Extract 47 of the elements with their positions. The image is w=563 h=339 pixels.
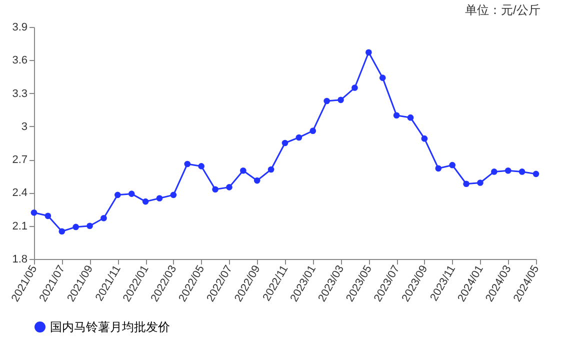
y-tick-label: 3.9 <box>12 22 28 34</box>
point <box>324 98 330 104</box>
point <box>296 134 302 141</box>
point <box>463 180 470 188</box>
point <box>142 198 149 205</box>
y-tick-label: 3.3 <box>12 88 28 100</box>
point <box>44 212 52 220</box>
point <box>504 167 512 174</box>
point <box>532 170 540 178</box>
point <box>170 192 177 198</box>
point <box>366 49 372 56</box>
point <box>268 166 274 173</box>
point <box>352 84 358 91</box>
y-tick-label: 2.7 <box>12 154 28 166</box>
point <box>212 186 218 193</box>
point <box>254 177 260 184</box>
point <box>184 160 191 168</box>
point <box>72 224 79 230</box>
y-tick-label: 3.6 <box>12 54 28 67</box>
point <box>198 163 204 170</box>
point <box>100 214 107 222</box>
point <box>30 209 38 216</box>
point <box>491 168 498 175</box>
point <box>282 140 288 146</box>
point <box>518 168 526 175</box>
point <box>379 74 386 81</box>
point <box>114 192 121 198</box>
legend-label: 国内马铃薯月均批发价 <box>50 320 170 334</box>
point <box>421 135 428 142</box>
point <box>310 128 316 134</box>
point <box>449 162 456 168</box>
y-tick-label: 1.8 <box>12 254 28 266</box>
point <box>226 184 232 190</box>
point <box>156 195 163 202</box>
point <box>128 190 135 197</box>
point <box>86 222 93 230</box>
y-tick-label: 3 <box>21 120 28 133</box>
point <box>58 228 66 235</box>
y-tick-label: 2.4 <box>12 187 28 200</box>
point <box>477 180 484 186</box>
y-tick-label: 2.1 <box>12 220 28 232</box>
point <box>393 112 400 119</box>
point <box>435 165 442 172</box>
point <box>338 96 344 104</box>
point <box>240 167 246 174</box>
text: 单位：元/公斤 <box>464 3 540 17</box>
point <box>407 114 414 121</box>
